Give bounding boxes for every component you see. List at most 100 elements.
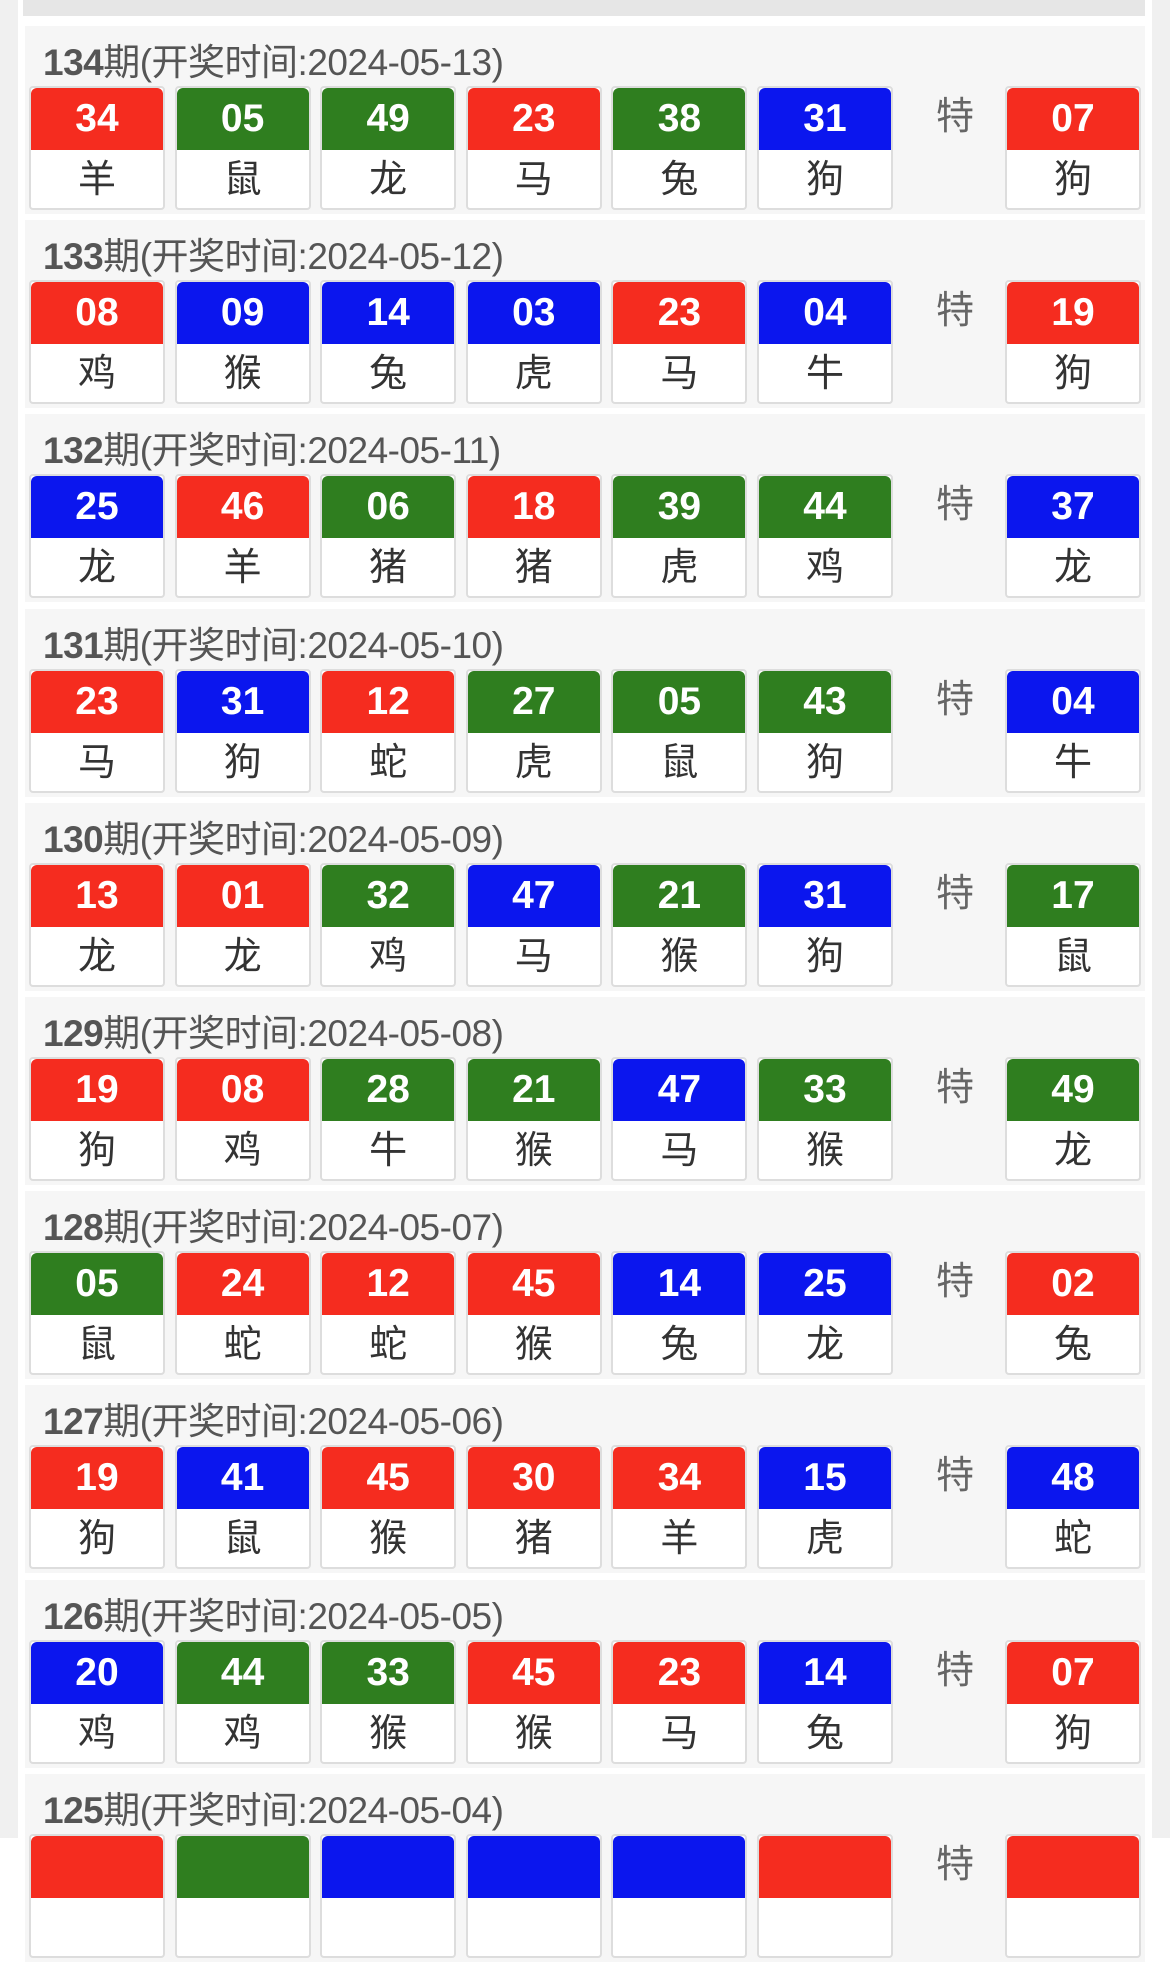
draw-header: 131期(开奖时间:2024-05-10) bbox=[43, 615, 504, 669]
ball-number: 46 bbox=[176, 476, 309, 539]
zodiac-label: 猪 bbox=[369, 545, 408, 590]
ball-cell: 34 羊 bbox=[29, 86, 165, 210]
ball-number bbox=[759, 1835, 891, 1898]
special-ball-cell: 37 龙 bbox=[1005, 474, 1141, 599]
ball-cell: 23 马 bbox=[465, 86, 602, 210]
special-ball-cell: 07 狗 bbox=[1005, 1639, 1141, 1764]
zodiac-label: 牛 bbox=[805, 351, 844, 396]
period-number: 131 bbox=[43, 624, 104, 666]
ball-cell: 12 蛇 bbox=[320, 668, 457, 793]
zodiac-label: 羊 bbox=[223, 545, 262, 590]
zodiac-label: 虎 bbox=[805, 1516, 844, 1561]
zodiac-label: 虎 bbox=[514, 739, 553, 784]
ball-number: 43 bbox=[759, 670, 891, 733]
zodiac-label: 兔 bbox=[805, 1710, 844, 1755]
zodiac-label: 狗 bbox=[1053, 351, 1092, 396]
ball-number: 19 bbox=[31, 1059, 163, 1121]
ball-number: 03 bbox=[467, 282, 600, 345]
period-number: 128 bbox=[43, 1207, 104, 1249]
ball-cell: 30 猪 bbox=[465, 1445, 602, 1570]
ball-cell: 31 狗 bbox=[757, 862, 893, 987]
draw-date: 期(开奖时间:2024-05-08) bbox=[103, 1013, 504, 1054]
ball-number: 31 bbox=[759, 864, 891, 927]
ball-number bbox=[613, 1835, 746, 1898]
special-label: 特 bbox=[935, 288, 974, 333]
ball-cell: 41 鼠 bbox=[174, 1445, 311, 1570]
special-ball-cell bbox=[1005, 1833, 1141, 1958]
ball-cell: 15 虎 bbox=[757, 1445, 893, 1570]
ball-cell: 47 马 bbox=[465, 862, 602, 987]
zodiac-label: 鼠 bbox=[223, 157, 262, 201]
ball-number: 04 bbox=[1007, 670, 1139, 733]
special-label: 特 bbox=[935, 482, 974, 527]
ball-cell: 21 猴 bbox=[611, 862, 748, 987]
draw-row: 133期(开奖时间:2024-05-12) 08 鸡 09 猴 14 兔 03 … bbox=[25, 220, 1145, 409]
draw-header: 134期(开奖时间:2024-05-13) bbox=[43, 32, 504, 86]
ball-number: 15 bbox=[759, 1447, 891, 1510]
ball-number: 31 bbox=[759, 88, 891, 150]
ball-number: 37 bbox=[1007, 476, 1139, 539]
ball-number: 14 bbox=[322, 282, 455, 345]
period-number: 127 bbox=[43, 1401, 104, 1443]
ball-number: 07 bbox=[1007, 88, 1139, 150]
ball-number: 18 bbox=[467, 476, 600, 539]
draw-date: 期(开奖时间:2024-05-05) bbox=[103, 1595, 504, 1637]
period-number: 129 bbox=[43, 1013, 104, 1054]
period-number: 125 bbox=[43, 1789, 104, 1831]
special-ball-cell: 49 龙 bbox=[1005, 1057, 1141, 1181]
zodiac-label: 猴 bbox=[369, 1516, 408, 1561]
ball-cell: 27 虎 bbox=[465, 668, 602, 793]
zodiac-label: 狗 bbox=[223, 739, 262, 784]
zodiac-label: 狗 bbox=[77, 1128, 116, 1172]
ball-cell: 19 狗 bbox=[29, 1445, 165, 1570]
ball-cell bbox=[465, 1833, 602, 1958]
ball-number: 17 bbox=[1007, 864, 1139, 927]
ball-cell: 20 鸡 bbox=[29, 1639, 165, 1764]
ball-number: 09 bbox=[176, 282, 309, 345]
zodiac-label: 猪 bbox=[514, 545, 553, 590]
ball-cell: 09 猴 bbox=[174, 280, 311, 405]
ball-number: 33 bbox=[322, 1641, 455, 1704]
zodiac-label: 兔 bbox=[369, 351, 408, 396]
zodiac-label: 鼠 bbox=[77, 1322, 116, 1367]
ball-number: 14 bbox=[759, 1641, 891, 1704]
zodiac-label: 猴 bbox=[369, 1710, 408, 1755]
special-label: 特 bbox=[935, 94, 974, 138]
ball-number: 01 bbox=[176, 864, 309, 927]
ball-number bbox=[467, 1835, 600, 1898]
zodiac-label: 马 bbox=[660, 1128, 699, 1172]
ball-number: 39 bbox=[613, 476, 746, 539]
ball-cell: 18 猪 bbox=[465, 474, 602, 599]
zodiac-label: 龙 bbox=[1053, 1128, 1092, 1172]
zodiac-label: 鸡 bbox=[223, 1710, 262, 1755]
ball-cell: 12 蛇 bbox=[320, 1251, 457, 1376]
period-number: 132 bbox=[43, 430, 104, 472]
draw-header: 125期(开奖时间:2024-05-04) bbox=[43, 1780, 504, 1834]
ball-cell: 46 羊 bbox=[174, 474, 311, 599]
ball-number: 45 bbox=[467, 1253, 600, 1316]
ball-cell: 23 马 bbox=[29, 668, 165, 793]
ball-number bbox=[322, 1835, 455, 1898]
ball-number: 19 bbox=[1007, 282, 1139, 345]
zodiac-label: 龙 bbox=[77, 545, 116, 590]
draw-row: 129期(开奖时间:2024-05-08) 19 狗 08 鸡 28 牛 21 … bbox=[25, 997, 1145, 1185]
ball-number: 20 bbox=[31, 1641, 163, 1704]
draw-header: 127期(开奖时间:2024-05-06) bbox=[43, 1391, 504, 1445]
ball-cell: 24 蛇 bbox=[174, 1251, 311, 1376]
draw-row: 130期(开奖时间:2024-05-09) 13 龙 01 龙 32 鸡 47 … bbox=[25, 802, 1145, 991]
ball-cell: 33 猴 bbox=[757, 1057, 893, 1181]
zodiac-label: 狗 bbox=[1053, 1710, 1092, 1755]
draw-row: 126期(开奖时间:2024-05-05) 20 鸡 44 鸡 33 猴 45 … bbox=[25, 1579, 1145, 1768]
ball-cell bbox=[320, 1833, 457, 1958]
ball-number: 23 bbox=[467, 88, 600, 150]
zodiac-label: 狗 bbox=[1053, 157, 1092, 201]
zodiac-label: 兔 bbox=[1053, 1322, 1092, 1367]
ball-number bbox=[176, 1835, 309, 1898]
ball-cell: 25 龙 bbox=[29, 474, 165, 599]
ball-cell: 43 狗 bbox=[757, 668, 893, 793]
zodiac-label: 龙 bbox=[77, 933, 116, 978]
period-number: 133 bbox=[43, 236, 104, 278]
zodiac-label: 蛇 bbox=[369, 739, 408, 784]
zodiac-label bbox=[177, 1898, 309, 1956]
ball-cell: 38 兔 bbox=[611, 86, 748, 210]
